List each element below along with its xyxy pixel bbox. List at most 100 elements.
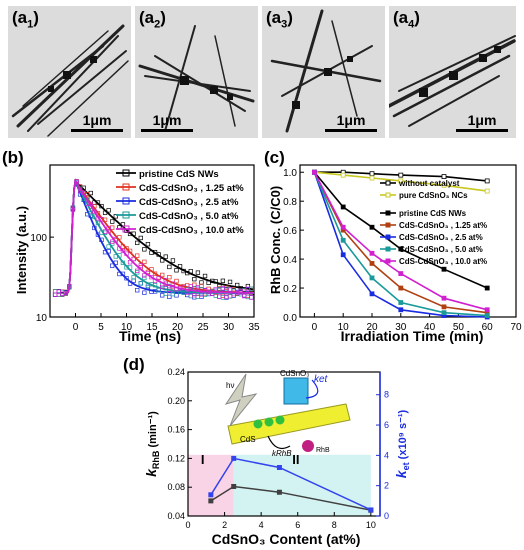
data-point: [441, 304, 447, 310]
plot-frame: [299, 164, 517, 318]
data-point: [340, 172, 346, 178]
x-tick-label: 6: [295, 520, 300, 530]
x-tick-label: 15: [146, 322, 158, 333]
legend-marker: [385, 246, 391, 252]
data-point: [398, 246, 404, 252]
data-point: [227, 279, 233, 285]
series-line: [313, 171, 488, 318]
data-point: [113, 214, 118, 219]
data-point: [398, 300, 404, 305]
panel-label: (b): [2, 148, 24, 167]
data-point: [224, 295, 229, 300]
data-point: [135, 288, 140, 293]
legend-marker: [385, 210, 391, 216]
legend-marker: [385, 192, 391, 198]
data-point: [135, 240, 140, 246]
data-point: [199, 294, 204, 300]
data-point: [208, 492, 214, 498]
y-tick-label: 0.08: [167, 482, 185, 492]
legend-marker: [122, 211, 130, 219]
region-shade: [188, 454, 234, 516]
y2-tick-label: 2: [384, 481, 389, 491]
data-point: [227, 294, 233, 299]
legend-marker: [385, 234, 391, 240]
data-point: [160, 272, 165, 278]
data-point: [106, 244, 111, 249]
panel-label: (c): [264, 148, 285, 167]
tem-label: (a2): [139, 8, 166, 31]
data-point: [110, 263, 115, 268]
legend-marker: [122, 183, 130, 191]
data-point: [135, 253, 140, 258]
data-point: [124, 246, 129, 251]
legend-marker: [385, 222, 391, 228]
scale-bar: 1μm: [141, 112, 193, 132]
fit-line: [65, 178, 254, 294]
y2-tick-label: 4: [384, 450, 389, 460]
x-tick-label: 0: [185, 520, 190, 530]
legend-label: CdS-CdSnO₃ , 1.25 at%: [399, 221, 487, 230]
data-point: [276, 464, 282, 470]
x-tick-label: 30: [223, 322, 235, 333]
data-point: [120, 248, 126, 254]
data-point: [217, 294, 222, 299]
scale-bar: 1μm: [456, 112, 508, 132]
data-point: [398, 271, 404, 276]
tem-image-a3: [270, 9, 382, 133]
y2-tick-label: 8: [384, 390, 389, 400]
data-point: [441, 295, 447, 301]
x-tick-label: 25: [197, 322, 209, 333]
data-point: [138, 281, 143, 286]
hv-label: hν: [226, 381, 234, 390]
data-point: [340, 237, 346, 243]
x-tick-label: 20: [366, 322, 378, 333]
data-point: [242, 293, 247, 299]
data-point: [195, 270, 201, 275]
y-tick-label: 0.12: [167, 453, 185, 463]
data-point: [167, 264, 172, 270]
data-point: [249, 295, 254, 300]
data-point: [227, 294, 233, 299]
tem-image-a1: [11, 24, 129, 137]
data-point: [369, 291, 375, 297]
data-point: [441, 266, 447, 272]
data-point: [138, 235, 143, 241]
y-axis-label-left: kRhB (min⁻¹): [143, 411, 161, 477]
lightning-icon: [224, 373, 258, 427]
panel-label: (d): [123, 355, 145, 374]
legend-label: CdS-CdSnO₃ , 5.0 at%: [139, 211, 239, 222]
data-point: [138, 281, 143, 286]
data-point: [102, 229, 108, 234]
series-line: [313, 171, 488, 317]
legend-label: CdS-CdSnO₃ , 2.5 at%: [139, 197, 239, 208]
y-tick-label: 0.6: [283, 226, 297, 237]
legend-marker: [122, 225, 130, 233]
hole-circle: [253, 419, 263, 429]
data-point: [138, 263, 143, 268]
y-tick-label: 100: [30, 233, 47, 244]
krhb-label: kRhB: [272, 449, 292, 458]
data-point: [441, 174, 447, 179]
data-point: [249, 295, 254, 300]
y-axis-label: RhB Conc. (C/C0): [268, 186, 283, 294]
scale-bar: 1μm: [325, 112, 377, 132]
data-point: [398, 178, 404, 184]
data-point: [484, 188, 490, 194]
data-point: [188, 284, 193, 289]
region-label: II: [292, 452, 299, 467]
y-tick-label: 0.0: [283, 313, 297, 324]
data-point: [163, 277, 168, 283]
legend-label: CdS-CdSnO₃ , 10.0 at%: [139, 225, 244, 236]
series-line: [313, 171, 488, 314]
data-point: [227, 287, 233, 292]
x-tick-label: 40: [424, 322, 436, 333]
data-point: [312, 169, 317, 175]
rhb-degradation-chart: (c) RhB Conc. (C/C0) Irradiation Time (m…: [264, 148, 522, 344]
y-tick-label: 0.4: [283, 255, 297, 266]
region-label: I: [201, 452, 205, 467]
legend-label: pristine CdS NWs: [399, 209, 467, 218]
legend-label: pristine CdS NWs: [139, 169, 219, 180]
data-point: [92, 209, 97, 214]
data-point: [110, 239, 115, 244]
data-point: [231, 483, 237, 489]
